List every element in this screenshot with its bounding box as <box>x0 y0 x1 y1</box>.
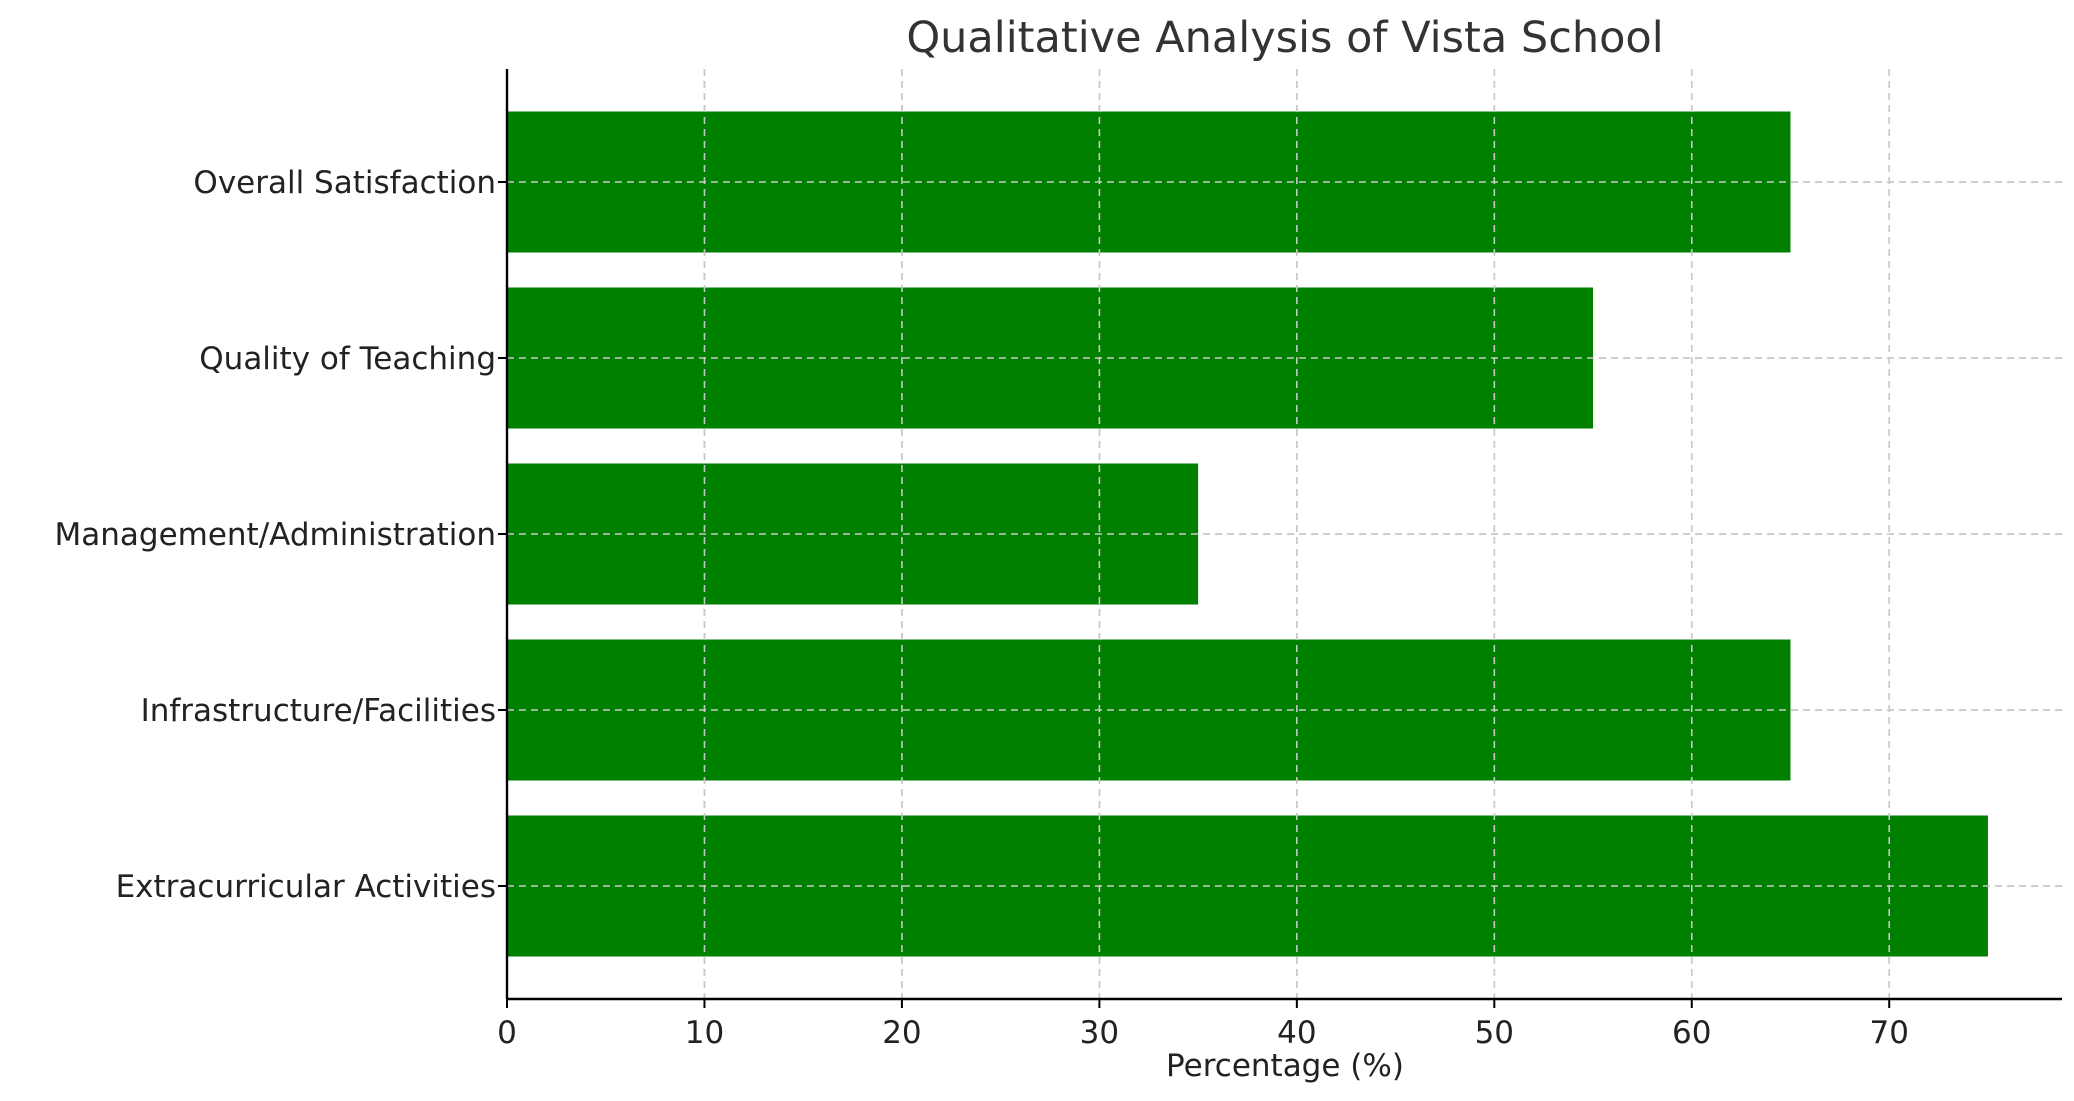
x-axis-label: Percentage (%) <box>1166 1048 1404 1084</box>
x-tick-label-70: 70 <box>1869 1015 1908 1051</box>
x-tick-label-60: 60 <box>1672 1015 1711 1051</box>
chart-title: Qualitative Analysis of Vista School <box>906 13 1663 63</box>
category-label-0: Overall Satisfaction <box>193 165 496 201</box>
x-ticks: 0 10 20 30 40 50 60 70 <box>497 999 1909 1051</box>
bars <box>507 69 2062 999</box>
x-tick-label-50: 50 <box>1475 1015 1514 1051</box>
x-tick-label-20: 20 <box>882 1015 921 1051</box>
x-tick-label-0: 0 <box>497 1015 517 1051</box>
category-labels: Overall Satisfaction Quality of Teaching M… <box>55 165 507 905</box>
category-label-4: Extracurricular Activities <box>116 869 496 905</box>
x-tick-label-10: 10 <box>685 1015 724 1051</box>
category-label-1: Quality of Teaching <box>199 341 496 377</box>
bar-2 <box>507 463 1199 605</box>
category-label-3: Infrastructure/Facilities <box>141 693 496 729</box>
x-tick-label-30: 30 <box>1080 1015 1119 1051</box>
category-label-2: Management/Administration <box>55 517 497 553</box>
x-tick-label-40: 40 <box>1277 1015 1316 1051</box>
